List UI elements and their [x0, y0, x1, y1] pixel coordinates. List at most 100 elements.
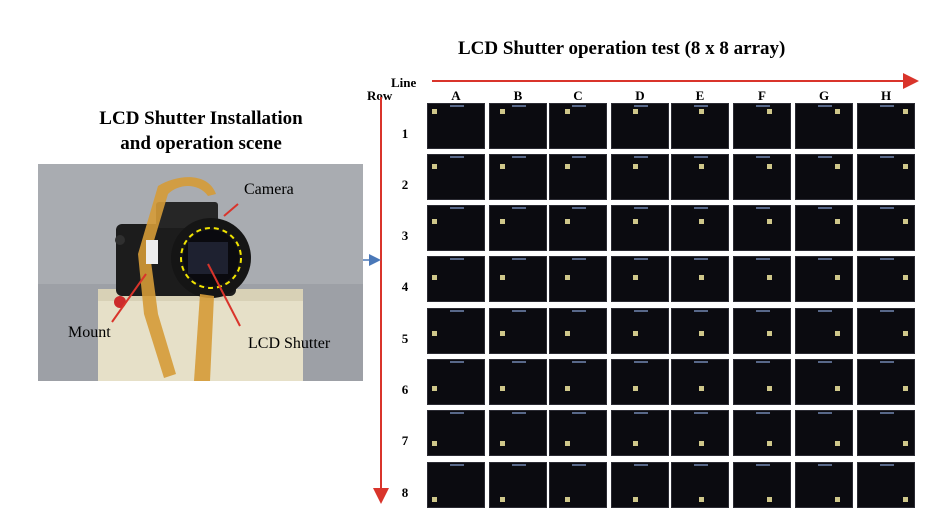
lit-segment	[633, 109, 638, 114]
camera-callout: Camera	[244, 181, 294, 198]
lit-segment	[633, 219, 638, 224]
lit-segment	[835, 386, 840, 391]
cell-marker	[694, 464, 708, 466]
cell-marker	[450, 361, 464, 363]
shutter-cell-a4	[427, 256, 485, 302]
lit-segment	[835, 275, 840, 280]
shutter-cell-b3	[489, 205, 547, 251]
shutter-cell-a7	[427, 410, 485, 456]
lit-segment	[699, 386, 704, 391]
shutter-cell-b8	[489, 462, 547, 508]
cell-marker	[818, 361, 832, 363]
lit-segment	[699, 441, 704, 446]
cell-marker	[634, 207, 648, 209]
column-label-a: A	[451, 88, 461, 103]
shutter-cell-g5	[795, 308, 853, 354]
cell-marker	[450, 105, 464, 107]
lit-segment	[903, 497, 908, 502]
cell-marker	[694, 156, 708, 158]
shutter-array-grid	[427, 103, 918, 512]
cell-marker	[756, 156, 770, 158]
lit-segment	[500, 219, 505, 224]
lit-segment	[699, 109, 704, 114]
cell-marker	[880, 412, 894, 414]
cell-marker	[634, 105, 648, 107]
shutter-cell-h6	[857, 359, 915, 405]
shutter-cell-g2	[795, 154, 853, 200]
lit-segment	[903, 164, 908, 169]
shutter-cell-h7	[857, 410, 915, 456]
lit-segment	[767, 441, 772, 446]
shutter-cell-h8	[857, 462, 915, 508]
lit-segment	[633, 164, 638, 169]
cell-marker	[694, 412, 708, 414]
shutter-cell-f8	[733, 462, 791, 508]
lit-segment	[500, 164, 505, 169]
shutter-cell-d1	[611, 103, 669, 149]
shutter-cell-d6	[611, 359, 669, 405]
lit-segment	[767, 331, 772, 336]
row-axis-label: Row	[367, 88, 393, 103]
cell-marker	[512, 412, 526, 414]
lit-segment	[565, 219, 570, 224]
cell-marker	[572, 156, 586, 158]
shutter-cell-a8	[427, 462, 485, 508]
shutter-cell-g3	[795, 205, 853, 251]
lit-segment	[500, 441, 505, 446]
cell-marker	[450, 464, 464, 466]
cell-marker	[818, 156, 832, 158]
cell-marker	[572, 207, 586, 209]
installation-photo	[38, 164, 363, 381]
cell-marker	[756, 464, 770, 466]
lit-segment	[633, 441, 638, 446]
cell-marker	[512, 156, 526, 158]
cell-marker	[694, 310, 708, 312]
shutter-cell-b6	[489, 359, 547, 405]
shutter-cell-c6	[549, 359, 607, 405]
lit-segment	[903, 219, 908, 224]
cell-marker	[880, 361, 894, 363]
shutter-cell-g1	[795, 103, 853, 149]
cell-marker	[756, 361, 770, 363]
line-axis-label: Line	[391, 75, 417, 90]
main-title: LCD Shutter operation test (8 x 8 array)	[458, 38, 786, 59]
row-label-4: 4	[401, 279, 409, 294]
shutter-cell-d3	[611, 205, 669, 251]
cell-marker	[512, 310, 526, 312]
shutter-cell-f2	[733, 154, 791, 200]
lit-segment	[500, 331, 505, 336]
shutter-cell-g8	[795, 462, 853, 508]
lit-segment	[432, 164, 437, 169]
cell-marker	[450, 156, 464, 158]
lit-segment	[633, 386, 638, 391]
shutter-cell-d8	[611, 462, 669, 508]
cell-marker	[634, 464, 648, 466]
column-label-f: F	[758, 88, 766, 103]
shutter-cell-f4	[733, 256, 791, 302]
column-label-h: H	[880, 88, 892, 103]
lit-segment	[565, 275, 570, 280]
lit-segment	[699, 219, 704, 224]
lit-segment	[699, 497, 704, 502]
lit-segment	[633, 331, 638, 336]
lit-segment	[835, 331, 840, 336]
lit-segment	[699, 164, 704, 169]
cell-marker	[572, 310, 586, 312]
shutter-cell-g7	[795, 410, 853, 456]
cell-marker	[818, 464, 832, 466]
cell-marker	[694, 258, 708, 260]
cell-marker	[634, 412, 648, 414]
cell-marker	[880, 464, 894, 466]
shutter-cell-e7	[671, 410, 729, 456]
lit-segment	[500, 109, 505, 114]
lit-segment	[432, 331, 437, 336]
cell-marker	[572, 361, 586, 363]
shutter-cell-e5	[671, 308, 729, 354]
lit-segment	[565, 497, 570, 502]
shutter-cell-b1	[489, 103, 547, 149]
shutter-cell-b4	[489, 256, 547, 302]
row-label-6: 6	[401, 382, 409, 397]
lit-segment	[500, 275, 505, 280]
installation-title-line-2: and operation scene	[120, 133, 282, 154]
column-label-e: E	[695, 88, 705, 103]
